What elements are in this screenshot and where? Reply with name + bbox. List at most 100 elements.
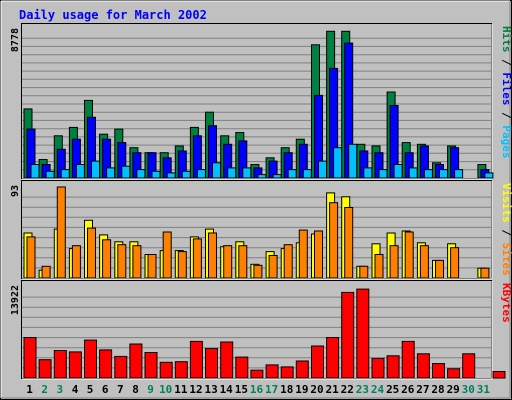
bar-pages (348, 143, 358, 179)
bar-kbytes (144, 352, 158, 379)
bar-kbytes (68, 351, 82, 379)
bar-pages (439, 169, 448, 179)
bar-pages (408, 167, 418, 179)
chart-title: Daily usage for March 2002 (19, 8, 207, 22)
legend-item: Pages (500, 125, 512, 158)
day-label: 9 (147, 383, 154, 396)
series-pages (30, 143, 494, 179)
day-label: 21 (325, 383, 339, 396)
y-max-label: 93 (10, 185, 21, 197)
day-label: 3 (56, 383, 63, 396)
bar-kbytes (99, 349, 113, 379)
bar-kbytes (341, 291, 355, 379)
bar-pages (378, 169, 388, 179)
bar-pages (287, 169, 297, 179)
bar-kbytes (401, 340, 415, 379)
bar-pages (302, 169, 312, 179)
bar-sites (404, 231, 414, 279)
bar-sites (162, 231, 172, 279)
bar-kbytes (38, 359, 52, 379)
bar-kbytes (462, 353, 476, 379)
bar-kbytes (220, 341, 234, 379)
bar-kbytes (280, 366, 294, 379)
bar-pages (227, 167, 237, 179)
bar-kbytes (432, 363, 445, 379)
bar-kbytes (53, 350, 67, 379)
day-label: 15 (235, 383, 248, 396)
bar-pages (318, 160, 327, 179)
bar-kbytes (326, 337, 340, 379)
bar-kbytes (159, 361, 173, 379)
bar-sites (132, 245, 142, 279)
bar-kbytes (84, 339, 97, 379)
legend-item: Files (500, 72, 512, 105)
legend-item: Hits (500, 26, 512, 53)
bar-pages (106, 167, 116, 179)
bar-kbytes (205, 348, 218, 379)
bar-pages (196, 169, 206, 179)
bar-sites (117, 244, 127, 279)
bar-kbytes (492, 371, 506, 379)
bar-sites (283, 244, 293, 279)
bar-sites (102, 239, 112, 279)
bar-sites (223, 245, 233, 279)
bar-sites (359, 265, 369, 279)
bar-pages (242, 167, 252, 179)
bar-kbytes (189, 340, 203, 379)
bar-pages (136, 169, 146, 179)
bar-kbytes (356, 288, 370, 379)
bar-kbytes (23, 337, 37, 379)
day-label: 29 (447, 383, 460, 396)
bar-kbytes (235, 356, 249, 379)
legend-item: / (500, 223, 512, 243)
bar-sites (298, 229, 308, 279)
bar-sites (314, 230, 323, 279)
bar-sites (26, 236, 36, 279)
bar-sites (419, 245, 429, 279)
bar-sites (238, 245, 248, 279)
bar-kbytes (295, 360, 309, 379)
bar-kbytes (416, 353, 430, 379)
day-label: 4 (72, 383, 79, 396)
legend-visits-sites: Visits / Sites (500, 183, 512, 276)
bar-sites (389, 245, 399, 279)
bar-kbytes (174, 361, 188, 379)
bar-pages (166, 172, 176, 179)
day-label: 31 (477, 383, 491, 396)
day-label: 20 (310, 383, 323, 396)
panel-visits-sites: 93 Visits / Sites (10, 180, 512, 280)
bar-sites (450, 247, 460, 279)
day-label: 17 (265, 383, 278, 396)
day-label: 24 (371, 383, 385, 396)
bar-sites (268, 255, 278, 279)
day-label: 25 (386, 383, 399, 396)
bar-kbytes (265, 364, 279, 379)
legend-kbytes: KBytes (500, 283, 512, 323)
bar-sites (344, 207, 354, 279)
bar-pages (181, 170, 191, 179)
day-label: 23 (356, 383, 369, 396)
bar-sites (147, 254, 157, 279)
day-label: 13 (204, 383, 217, 396)
series-kbytes (23, 288, 506, 379)
legend-item: Visits (500, 183, 512, 223)
day-label: 10 (159, 383, 172, 396)
bar-sites (87, 227, 96, 279)
bar-pages (60, 169, 70, 179)
day-label: 22 (341, 383, 354, 396)
bar-pages (45, 170, 55, 179)
bar-sites (192, 238, 202, 279)
bar-kbytes (311, 345, 324, 379)
bar-sites (480, 267, 490, 279)
day-label: 28 (431, 383, 444, 396)
bar-kbytes (386, 355, 400, 379)
panel-kbytes: 13922 KBytes (10, 280, 512, 380)
panel-hits-files-pages: 8778 Hits / Files / Pages (10, 23, 512, 180)
legend-item: / (500, 53, 512, 73)
bar-pages (257, 174, 267, 179)
bar-pages (151, 170, 161, 179)
day-label: 2 (41, 383, 48, 396)
day-label: 5 (87, 383, 94, 396)
legend-hits-files-pages: Hits / Files / Pages (500, 26, 512, 159)
day-label: 26 (401, 383, 415, 396)
